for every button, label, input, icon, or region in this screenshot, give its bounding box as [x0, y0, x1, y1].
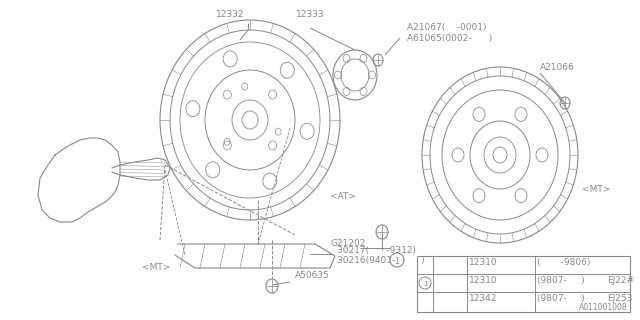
- Text: G21202: G21202: [330, 239, 365, 248]
- Text: <MT>: <MT>: [142, 263, 170, 272]
- Text: 12342: 12342: [469, 294, 497, 303]
- Text: EJ22#: EJ22#: [607, 276, 634, 285]
- Text: 12310: 12310: [469, 258, 498, 267]
- Text: A21067(    -0001): A21067( -0001): [407, 23, 486, 32]
- Bar: [417, 256, 630, 312]
- Text: (9807-     ): (9807- ): [537, 276, 584, 285]
- Text: <AT>: <AT>: [330, 192, 356, 201]
- Text: 1: 1: [423, 281, 428, 286]
- Text: 12332: 12332: [216, 10, 244, 19]
- Text: EJ253: EJ253: [607, 294, 632, 303]
- Text: A011001008: A011001008: [579, 303, 628, 312]
- Text: A50635: A50635: [295, 271, 330, 280]
- Text: 30217(      -9312): 30217( -9312): [337, 246, 416, 255]
- Text: A61065(0002-      ): A61065(0002- ): [407, 34, 492, 43]
- Text: 12310: 12310: [469, 276, 498, 285]
- Text: A21066: A21066: [540, 63, 575, 72]
- Text: 30216(9401-         ): 30216(9401- ): [337, 256, 424, 265]
- Text: <MT>: <MT>: [582, 185, 611, 194]
- Text: 12333: 12333: [296, 10, 324, 19]
- Text: (       -9806): ( -9806): [537, 258, 590, 267]
- Text: 1: 1: [395, 257, 399, 266]
- Text: (9807-     ): (9807- ): [537, 294, 584, 303]
